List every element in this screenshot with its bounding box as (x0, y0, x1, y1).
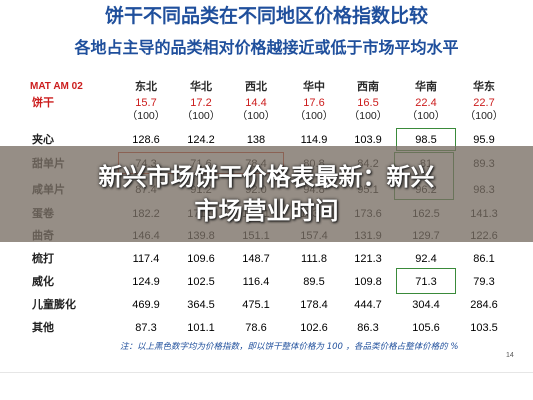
region-header: 华南 (415, 81, 437, 93)
index-value: 102.6 (300, 322, 328, 334)
biscuit-price: 22.4 (415, 97, 437, 109)
region-header: 华东 (473, 81, 495, 93)
region-header: 华北 (190, 81, 212, 93)
page-number: 14 (506, 352, 514, 359)
biscuit-price: 22.7 (473, 97, 495, 109)
index-value: 79.3 (473, 276, 495, 288)
index-value: 71.3 (415, 276, 437, 288)
table-row: 梳打 117.4 109.6 148.7 111.8 121.3 92.4 86.1 (0, 252, 533, 272)
index-value: 89.5 (303, 276, 325, 288)
index-value: 103.5 (470, 322, 498, 334)
index-value: 86.3 (357, 322, 379, 334)
row-label: 饼干 (32, 96, 54, 109)
region-header: 华中 (303, 81, 325, 93)
table-corner-label: MAT AM 02 (30, 81, 83, 92)
base-index: （100） (406, 110, 446, 122)
index-value: 114.9 (300, 134, 328, 146)
row-label: 夹心 (32, 133, 54, 146)
banner-line-2: 市场营业时间 (194, 197, 339, 225)
index-value: 86.1 (473, 253, 495, 265)
index-value: 78.6 (245, 322, 267, 334)
table-row: 威化 124.9 102.5 116.4 89.5 109.8 71.3 79.3 (0, 275, 533, 295)
banner-line-1: 新兴市场饼干价格表最新：新兴 (98, 163, 435, 191)
index-value: 284.6 (470, 299, 498, 311)
biscuit-price: 17.2 (190, 97, 212, 109)
row-label: 儿童膨化 (32, 298, 76, 311)
row-label: 威化 (32, 275, 54, 288)
index-value: 109.6 (187, 253, 215, 265)
index-value: 304.4 (412, 299, 440, 311)
base-index: （100） (294, 110, 334, 122)
region-header: 东北 (135, 81, 157, 93)
table-header-row: MAT AM 02 东北 华北 西北 华中 西南 华南 华东 (0, 80, 533, 100)
index-value: 117.4 (132, 253, 160, 265)
base-index: （100） (126, 110, 166, 122)
index-value: 364.5 (187, 299, 215, 311)
index-value: 101.1 (187, 322, 215, 334)
index-value: 128.6 (132, 134, 160, 146)
biscuit-price: 16.5 (357, 97, 379, 109)
table-row-base: （100） （100） （100） （100） （100） （100） （100） (0, 109, 533, 129)
index-value: 121.3 (354, 253, 382, 265)
base-index: （100） (181, 110, 221, 122)
index-value: 124.2 (187, 134, 215, 146)
banner-overlay (0, 146, 533, 242)
index-value: 116.4 (242, 276, 270, 288)
index-value: 98.5 (415, 134, 437, 146)
table-row: 其他 87.3 101.1 78.6 102.6 86.3 105.6 103.5 (0, 321, 533, 341)
index-value: 111.8 (301, 253, 327, 265)
index-value: 92.4 (415, 253, 437, 265)
divider (0, 372, 533, 373)
index-value: 178.4 (300, 299, 328, 311)
region-header: 西北 (245, 81, 267, 93)
base-index: （100） (348, 110, 388, 122)
index-value: 109.8 (354, 276, 382, 288)
table-row: 夹心 128.6 124.2 138 114.9 103.9 98.5 95.9 (0, 133, 533, 153)
index-value: 469.9 (132, 299, 160, 311)
footnote: 注：以上黑色数字均为价格指数，即以饼干整体价格为 100 ，各品类价格占整体价格… (120, 342, 459, 352)
index-value: 138 (246, 134, 266, 146)
index-value: 475.1 (242, 299, 270, 311)
index-value: 148.7 (242, 253, 270, 265)
row-label: 其他 (32, 321, 54, 334)
index-value: 103.9 (354, 134, 382, 146)
biscuit-price: 14.4 (245, 97, 267, 109)
page-subtitle: 各地占主导的品类相对价格越接近或低于市场平均水平 (74, 38, 459, 57)
table-row: 儿童膨化 469.9 364.5 475.1 178.4 444.7 304.4 284.6 (0, 298, 533, 318)
table-row-biscuit: 饼干 15.7 17.2 14.4 17.6 16.5 22.4 22.7 (0, 96, 533, 116)
highlight-box (396, 268, 456, 294)
index-value: 87.3 (135, 322, 157, 334)
biscuit-price: 15.7 (135, 97, 157, 109)
base-index: （100） (236, 110, 276, 122)
index-value: 124.9 (132, 276, 160, 288)
index-value: 105.6 (412, 322, 440, 334)
index-value: 95.9 (473, 134, 495, 146)
page-title: 饼干不同品类在不同地区价格指数比较 (104, 5, 428, 27)
base-index: （100） (464, 110, 504, 122)
row-label: 梳打 (32, 252, 54, 265)
region-header: 西南 (357, 81, 379, 93)
biscuit-price: 17.6 (303, 97, 325, 109)
banner-text: 新兴市场饼干价格表最新：新兴 市场营业时间 (0, 160, 533, 228)
index-value: 444.7 (354, 299, 382, 311)
index-value: 102.5 (187, 276, 215, 288)
